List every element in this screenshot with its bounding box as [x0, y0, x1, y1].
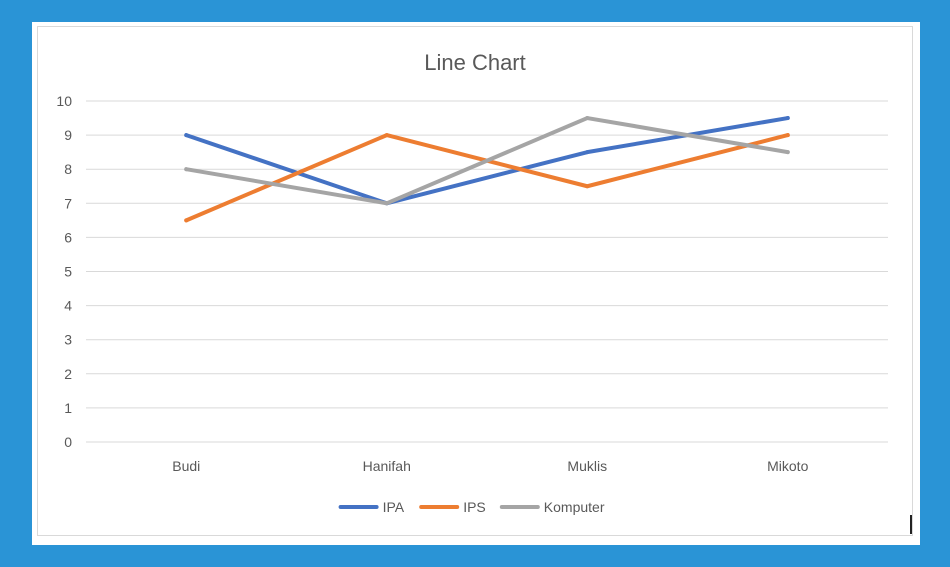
- line-chart: Line Chart 0 1 2 3 4 5 6 7 8 9 10 Budi Hanifah Mukli…: [56, 50, 888, 515]
- y-tick-label: 8: [64, 161, 72, 177]
- data-point-komputer[interactable]: [585, 116, 590, 121]
- data-point-ips[interactable]: [785, 133, 790, 138]
- y-tick-label: 0: [64, 434, 72, 450]
- x-tick-label: Mikoto: [767, 458, 808, 474]
- x-axis-ticks: Budi Hanifah Muklis Mikoto: [172, 458, 808, 474]
- chart-frame: Line Chart 0 1 2 3 4 5 6 7 8 9 10 Budi Hanifah Mukli…: [32, 22, 920, 545]
- data-point-ipa[interactable]: [184, 133, 189, 138]
- x-tick-label: Hanifah: [363, 458, 411, 474]
- x-tick-label: Muklis: [567, 458, 607, 474]
- data-point-komputer[interactable]: [785, 150, 790, 155]
- data-point-ips[interactable]: [184, 218, 189, 223]
- data-point-ips[interactable]: [384, 133, 389, 138]
- y-tick-label: 4: [64, 298, 72, 314]
- y-tick-label: 2: [64, 366, 72, 382]
- chart-area[interactable]: Line Chart 0 1 2 3 4 5 6 7 8 9 10 Budi Hanifah Mukli…: [37, 26, 913, 536]
- legend-item-komputer[interactable]: Komputer: [499, 499, 605, 515]
- y-axis-ticks: 0 1 2 3 4 5 6 7 8 9 10: [56, 93, 72, 450]
- text-cursor: [910, 515, 912, 534]
- data-point-ipa[interactable]: [785, 116, 790, 121]
- legend-item-ipa[interactable]: IPA: [338, 499, 405, 515]
- y-tick-label: 3: [64, 332, 72, 348]
- x-tick-label: Budi: [172, 458, 200, 474]
- y-tick-label: 10: [56, 93, 72, 109]
- y-tick-label: 5: [64, 264, 72, 280]
- data-point-ipa[interactable]: [585, 150, 590, 155]
- y-tick-label: 9: [64, 127, 72, 143]
- legend-item-ips[interactable]: IPS: [419, 499, 486, 515]
- data-point-ips[interactable]: [585, 184, 590, 189]
- y-tick-label: 7: [64, 195, 72, 211]
- data-point-komputer[interactable]: [184, 167, 189, 172]
- legend-label: IPA: [383, 499, 405, 515]
- data-point-komputer[interactable]: [384, 201, 389, 206]
- y-tick-label: 1: [64, 400, 72, 416]
- legend-label: IPS: [463, 499, 486, 515]
- series-line-komputer[interactable]: [184, 116, 790, 206]
- gridlines: [86, 100, 888, 443]
- y-tick-label: 6: [64, 229, 72, 245]
- series-lines: [184, 116, 790, 223]
- chart-title: Line Chart: [424, 50, 526, 75]
- legend-label: Komputer: [544, 499, 605, 515]
- legend[interactable]: IPA IPS Komputer: [338, 499, 605, 515]
